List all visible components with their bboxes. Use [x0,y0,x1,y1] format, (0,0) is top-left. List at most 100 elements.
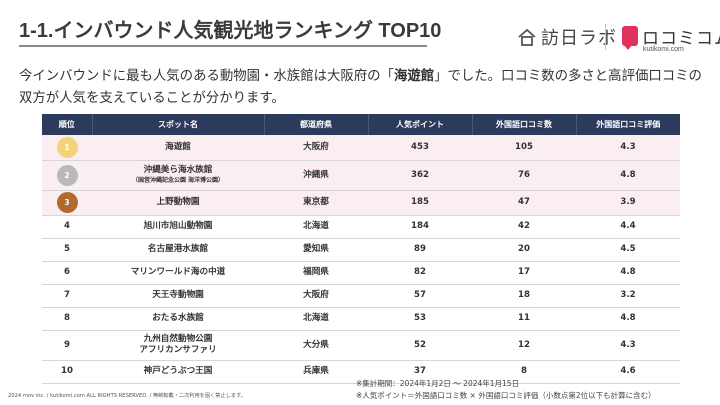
points: 52 [368,330,472,361]
table-row: 5 名古屋港水族館 愛知県 89 20 4.5 [42,238,680,262]
review-rating: 3.9 [576,190,680,216]
note-formula: ※人気ポイント＝外国語口コミ数 × 外国語口コミ評価（小数点第2位以下も計算に含… [356,391,656,400]
logo-divider [605,24,606,50]
homon-lab-logo: 訪日ラボ [516,25,617,49]
review-count: 76 [472,160,576,191]
gold-medal-badge: 1 [56,136,78,158]
spot-name-cell: 沖縄美ら海水族館 （国営沖縄記念公園 海洋博公園） [92,160,264,191]
kutikomi-logo: ロコミコム kutikomi.com [622,22,720,56]
spot-name: 名古屋港水族館 [92,238,264,262]
prefecture: 北海道 [264,215,368,239]
review-count: 8 [472,360,576,384]
spot-name-cell: 九州自然動物公園 アフリカンサファリ [92,330,264,361]
review-rating: 4.5 [576,238,680,262]
header-review-rating: 外国語口コミ評価 [575,114,680,135]
copyright: 2024 mov inc. / kutikomi.com ALL RIGHTS … [8,393,246,399]
title-underline [19,45,427,47]
description-after: 」でした。口コミ数の多さと高評価口コミの双方が人気を支えていることが分かります。 [19,69,702,106]
review-count: 12 [472,330,576,361]
review-rating: 4.8 [576,261,680,285]
spot-name: 海遊館 [92,135,264,161]
points: 453 [368,135,472,161]
page-title: 1-1.インバウンド人気観光地ランキング TOP10 [19,20,442,42]
points: 53 [368,307,472,331]
header-rank: 順位 [42,114,92,135]
review-count: 42 [472,215,576,239]
review-count: 17 [472,261,576,285]
points: 57 [368,284,472,308]
points: 89 [368,238,472,262]
points: 82 [368,261,472,285]
rank: 10 [42,360,92,384]
speech-bubble-icon [622,26,638,50]
review-rating: 3.2 [576,284,680,308]
table-row: 7 天王寺動物園 大阪府 57 18 3.2 [42,284,680,308]
kutikomi-logo-text: ロコミコム [642,29,720,49]
silver-medal-badge: 2 [56,164,78,186]
header-points: 人気ポイント [367,114,472,135]
table-row: 10 神戸どうぶつ王国 兵庫県 37 8 4.6 [42,360,680,384]
table-row: 8 おたる水族館 北海道 53 11 4.8 [42,307,680,331]
prefecture: 東京都 [264,190,368,216]
header-review-count: 外国語口コミ数 [471,114,576,135]
table-row: 4 旭川市旭山動物園 北海道 184 42 4.4 [42,215,680,239]
spot-name: おたる水族館 [92,307,264,331]
description-before: 今インバウンドに最も人気のある動物園・水族館は大阪府の「 [19,69,394,84]
spot-name: 天王寺動物園 [92,284,264,308]
spot-name: 上野動物園 [92,190,264,216]
points: 362 [368,160,472,191]
review-count: 20 [472,238,576,262]
prefecture: 北海道 [264,307,368,331]
rank: 6 [42,261,92,285]
title-bar: 1-1.インバウンド人気観光地ランキング TOP10 [19,14,441,48]
prefecture: 大分県 [264,330,368,361]
rank: 8 [42,307,92,331]
description-highlight: 海遊館 [393,69,435,84]
points: 184 [368,215,472,239]
rank: 4 [42,215,92,239]
spot-name: 神戸どうぶつ王国 [92,360,264,384]
spot-name: 旭川市旭山動物園 [92,215,264,239]
review-count: 47 [472,190,576,216]
spot-subname: （国営沖縄記念公園 海洋博公園） [131,177,225,184]
review-count: 18 [472,284,576,308]
kutikomi-logo-url: kutikomi.com [643,46,684,53]
description: 今インバウンドに最も人気のある動物園・水族館は大阪府の「海遊館」でした。口コミ数… [19,66,709,110]
home-icon [518,28,536,46]
review-rating: 4.8 [576,160,680,191]
review-rating: 4.3 [576,330,680,361]
homon-lab-logo-text: 訪日ラボ [541,28,617,49]
prefecture: 愛知県 [264,238,368,262]
prefecture: 兵庫県 [264,360,368,384]
prefecture: 大阪府 [264,135,368,161]
table-header-row: 順位 スポット名 都道府県 人気ポイント 外国語口コミ数 外国語口コミ評価 [42,114,680,135]
points: 37 [368,360,472,384]
rank: 7 [42,284,92,308]
header-spot-name: スポット名 [91,114,264,135]
ranking-table: 順位 スポット名 都道府県 人気ポイント 外国語口コミ数 外国語口コミ評価 1 … [42,114,680,384]
spot-name: 沖縄美ら海水族館 [143,165,213,175]
prefecture: 沖縄県 [264,160,368,191]
review-rating: 4.6 [576,360,680,384]
spot-subname: アフリカンサファリ [139,345,217,355]
table-row: 1 海遊館 大阪府 453 105 4.3 [42,135,680,161]
spot-name: マリンワールド海の中道 [92,261,264,285]
note-period: ※集計期間：2024年1月2日 ～ 2024年1月15日 [356,379,520,388]
table-row: 6 マリンワールド海の中道 福岡県 82 17 4.8 [42,261,680,285]
bronze-medal-badge: 3 [56,192,78,213]
prefecture: 福岡県 [264,261,368,285]
rank: 9 [42,330,92,361]
spot-name: 九州自然動物公園 [143,334,213,344]
header-prefecture: 都道府県 [263,114,368,135]
rank: 5 [42,238,92,262]
table-row: 2 沖縄美ら海水族館 （国営沖縄記念公園 海洋博公園） 沖縄県 362 76 4.… [42,160,680,191]
review-rating: 4.3 [576,135,680,161]
table-row: 3 上野動物園 東京都 185 47 3.9 [42,190,680,216]
points: 185 [368,190,472,216]
review-count: 11 [472,307,576,331]
review-rating: 4.4 [576,215,680,239]
table-row: 9 九州自然動物公園 アフリカンサファリ 大分県 52 12 4.3 [42,330,680,361]
prefecture: 大阪府 [264,284,368,308]
review-rating: 4.8 [576,307,680,331]
review-count: 105 [472,135,576,161]
